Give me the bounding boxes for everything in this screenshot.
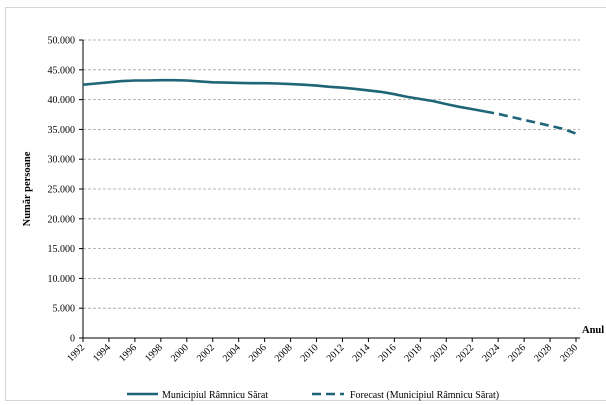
x-tick-label: 2024 [480,342,502,364]
gridlines [83,39,580,309]
x-tick-labels: 1992 1994 1996 1998 2000 2002 2004 2006 2008 2010… [65,338,580,364]
x-tick-label: 2006 [247,342,269,364]
x-tick-label: 2030 [558,342,580,364]
y-tick-label: 30.000 [48,155,76,166]
x-tick-label: 2012 [325,342,347,364]
y-tick-label: 25.000 [48,185,76,196]
y-tick-label: 15.000 [48,244,76,255]
x-tick-label: 1998 [143,342,165,364]
x-axis-label: Anul [582,325,604,336]
series-line-forecast [484,110,577,135]
x-tick-label: 2010 [299,342,321,364]
series-lines [82,78,577,135]
x-tick-label: 2002 [195,342,217,364]
x-tick-label: 1994 [91,342,113,364]
x-tick-label: 1996 [117,342,139,364]
y-tick-label: 20.000 [48,214,76,225]
chart-frame [5,7,606,401]
y-tick-label: 40.000 [48,95,76,106]
x-tick-label: 2020 [428,342,450,364]
y-tick-labels: 0 5.000 10.000 15.000 20.000 25.000 30.000 35.0… [48,36,83,345]
legend-label-series: Municipiul Râmnicu Sărat [162,390,268,401]
y-tick-label: 10.000 [48,274,76,285]
legend: Municipiul Râmnicu Sărat Forecast (Munic… [127,390,499,401]
x-tick-label: 2016 [377,342,399,364]
x-tick-label: 2028 [532,342,554,364]
y-tick-label: 45.000 [48,65,76,76]
x-tick-label: 2018 [403,342,425,364]
x-tick-label: 2000 [169,342,191,364]
y-axis-label: Număr persoane [22,151,33,226]
x-tick-label: 1992 [65,342,87,364]
x-tick-label: 2004 [221,342,243,364]
y-tick-label: 50.000 [48,36,76,47]
x-tick-label: 2026 [506,342,528,364]
y-tick-label: 0 [70,334,75,345]
x-tick-label: 2022 [454,342,476,364]
y-tick-label: 5.000 [53,304,76,315]
x-tick-label: 2008 [273,342,295,364]
y-tick-label: 35.000 [48,125,76,136]
legend-label-forecast: Forecast (Municipiul Râmnicu Sărat) [350,390,499,401]
x-tick-label: 2014 [351,342,373,364]
series-line-historical [82,78,486,113]
